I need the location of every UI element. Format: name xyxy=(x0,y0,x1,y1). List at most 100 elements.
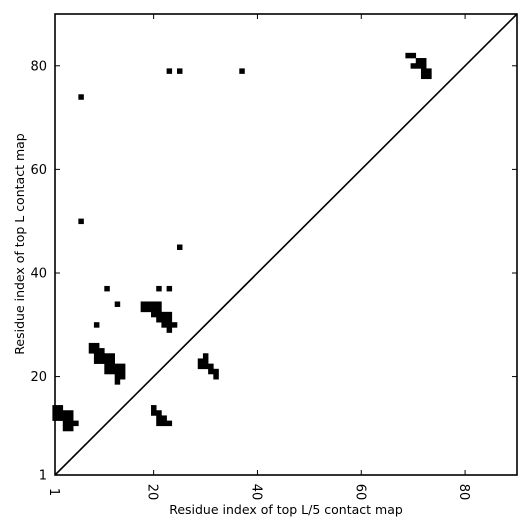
contact-cell-lower xyxy=(62,410,69,416)
axis-ticks: 1 20 40 60 80 1 20 40 60 80 xyxy=(30,14,517,500)
contact-cell-upper xyxy=(145,301,152,307)
contact-cell-lower xyxy=(114,368,121,375)
contact-cell-lower xyxy=(114,379,121,385)
contact-cell-lower xyxy=(99,358,105,364)
contact-cell-lower xyxy=(93,353,100,359)
contact-cell-upper xyxy=(405,52,411,59)
contact-cell-lower xyxy=(67,425,74,432)
contact-cell-upper xyxy=(420,58,427,64)
contact-cell-lower xyxy=(99,353,105,359)
contact-cell-upper xyxy=(410,52,417,59)
contact-cell-upper xyxy=(166,68,173,74)
x-tick-label: 60 xyxy=(352,484,367,501)
contact-cell-lower xyxy=(119,368,126,375)
contact-cell-upper xyxy=(156,306,162,313)
contact-cell-lower xyxy=(62,415,69,421)
contact-cell-upper xyxy=(140,301,147,307)
contact-cell-lower xyxy=(109,353,115,359)
contact-cell-upper xyxy=(410,63,417,69)
contact-cell-upper xyxy=(426,68,432,74)
contact-cell-upper xyxy=(140,306,147,313)
contact-cell-upper xyxy=(93,322,100,328)
y-tick-label: 60 xyxy=(30,163,47,178)
contact-cell-lower xyxy=(104,363,110,370)
contact-cell-lower xyxy=(151,405,157,411)
contact-cell-lower xyxy=(93,358,100,364)
contact-cell-upper xyxy=(156,311,162,318)
contact-cell-upper xyxy=(426,73,432,80)
contact-cell-lower xyxy=(73,420,79,427)
contact-cell-upper xyxy=(166,311,173,318)
contact-cell-lower xyxy=(119,363,126,370)
contact-cell-lower xyxy=(213,373,219,380)
contact-cell-lower xyxy=(161,415,167,421)
contact-cell-lower xyxy=(93,342,100,349)
contact-cell-lower xyxy=(202,358,209,364)
contact-cell-upper xyxy=(420,73,427,80)
contact-cell-lower xyxy=(57,415,64,421)
contact-cell-lower xyxy=(62,420,69,427)
contact-cell-lower xyxy=(114,363,121,370)
contact-cell-lower xyxy=(109,358,115,364)
contact-cell-upper xyxy=(156,317,162,323)
contact-cell-lower xyxy=(62,425,69,432)
contact-cell-upper xyxy=(166,285,173,292)
contact-cell-lower xyxy=(197,358,204,364)
contact-cells xyxy=(52,52,432,432)
contact-cell-lower xyxy=(104,358,110,364)
contact-cell-upper xyxy=(166,322,173,328)
contact-cell-lower xyxy=(119,373,126,380)
contact-cell-lower xyxy=(109,368,115,375)
contact-cell-lower xyxy=(93,348,100,354)
contact-cell-upper xyxy=(104,285,110,292)
contact-cell-upper xyxy=(114,301,121,307)
contact-cell-lower xyxy=(156,415,162,421)
contact-cell-upper xyxy=(161,311,167,318)
contact-cell-upper xyxy=(151,306,157,313)
contact-cell-lower xyxy=(114,373,121,380)
contact-cell-lower xyxy=(57,410,64,416)
contact-cell-lower xyxy=(202,363,209,370)
contact-cell-lower xyxy=(109,363,115,370)
contact-cell-upper xyxy=(161,322,167,328)
contact-cell-lower xyxy=(67,420,74,427)
contact-cell-upper xyxy=(156,285,162,292)
contact-cell-lower xyxy=(161,420,167,427)
x-tick-label: 80 xyxy=(456,484,471,501)
contact-cell-lower xyxy=(88,342,95,349)
x-tick-label: 20 xyxy=(145,484,160,501)
contact-cell-lower xyxy=(104,368,110,375)
contact-cell-upper xyxy=(145,306,152,313)
y-tick-label: 20 xyxy=(30,370,47,385)
contact-cell-upper xyxy=(161,317,167,323)
contact-cell-lower xyxy=(151,410,157,416)
contact-cell-lower xyxy=(67,415,74,421)
contact-cell-lower xyxy=(99,348,105,354)
contact-cell-lower xyxy=(166,420,173,427)
contact-cell-upper xyxy=(415,58,422,64)
y-tick-label: 80 xyxy=(30,59,47,74)
contact-cell-lower xyxy=(156,420,162,427)
diagonal-line xyxy=(54,13,518,476)
contact-cell-upper xyxy=(78,218,84,225)
contact-cell-upper xyxy=(176,68,183,74)
contact-cell-upper xyxy=(420,68,427,74)
y-tick-label: 1 xyxy=(39,469,47,484)
contact-cell-upper xyxy=(156,301,162,307)
x-tick-label: 1 xyxy=(46,488,61,496)
contact-cell-upper xyxy=(415,63,422,69)
contact-cell-lower xyxy=(213,368,219,375)
contact-cell-upper xyxy=(176,244,183,250)
contact-cell-lower xyxy=(197,363,204,370)
contact-cell-lower xyxy=(104,353,110,359)
contact-cell-lower xyxy=(57,405,64,411)
contact-cell-upper xyxy=(151,311,157,318)
plot-frame xyxy=(54,13,518,476)
contact-cell-lower xyxy=(88,348,95,354)
y-axis-label: Residue index of top L contact map xyxy=(12,133,27,354)
contact-cell-lower xyxy=(67,410,74,416)
contact-cell-upper xyxy=(166,327,173,333)
contact-cell-lower xyxy=(208,368,214,375)
x-axis-label: Residue index of top L/5 contact map xyxy=(169,502,403,517)
